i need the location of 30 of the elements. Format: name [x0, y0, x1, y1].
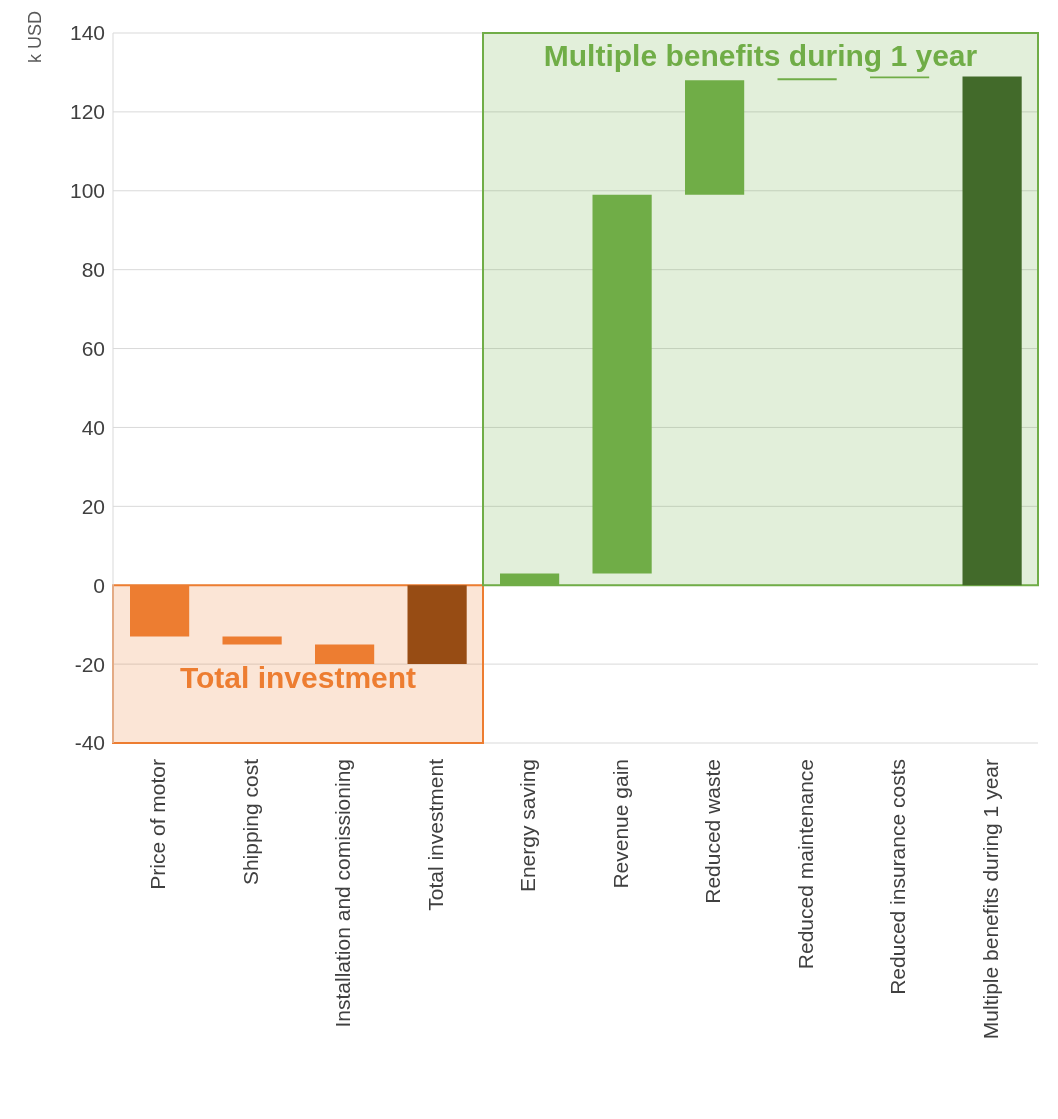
annotation: Multiple benefits during 1 year [543, 39, 978, 73]
bar [407, 585, 467, 665]
y-tick-label: 40 [81, 415, 105, 439]
y-tick-label: 20 [81, 494, 105, 518]
bar [592, 194, 652, 574]
bar [500, 573, 560, 586]
y-axis-title: k USD [24, 10, 45, 63]
bar [130, 585, 190, 637]
y-tick-label: 120 [69, 100, 105, 124]
x-tick-label: Reduced waste [701, 759, 725, 904]
x-tick-label: Reduced insurance costs [886, 759, 910, 995]
y-tick-label: 0 [93, 573, 105, 597]
x-tick-label: Revenue gain [608, 759, 632, 889]
y-tick-label: -20 [74, 652, 105, 676]
y-tick-label: 60 [81, 337, 105, 361]
x-tick-label: Energy saving [516, 759, 540, 893]
x-tick-label: Shipping cost [238, 758, 262, 886]
bar [685, 80, 745, 195]
y-tick-label: 140 [69, 21, 105, 45]
x-tick-label: Multiple benefits during 1 year [978, 759, 1002, 1040]
x-tick-label: Reduced maintenance [793, 759, 817, 970]
y-tick-label: -40 [74, 731, 105, 755]
y-tick-label: 80 [81, 258, 105, 282]
annotation: Total investment [179, 661, 417, 694]
bar [962, 76, 1022, 586]
x-tick-label: Installation and comissioning [331, 759, 355, 1028]
y-tick-label: 100 [69, 179, 105, 203]
x-tick-label: Price of motor [146, 759, 170, 890]
bar [315, 644, 375, 665]
x-tick-label: Total investment [423, 758, 447, 911]
